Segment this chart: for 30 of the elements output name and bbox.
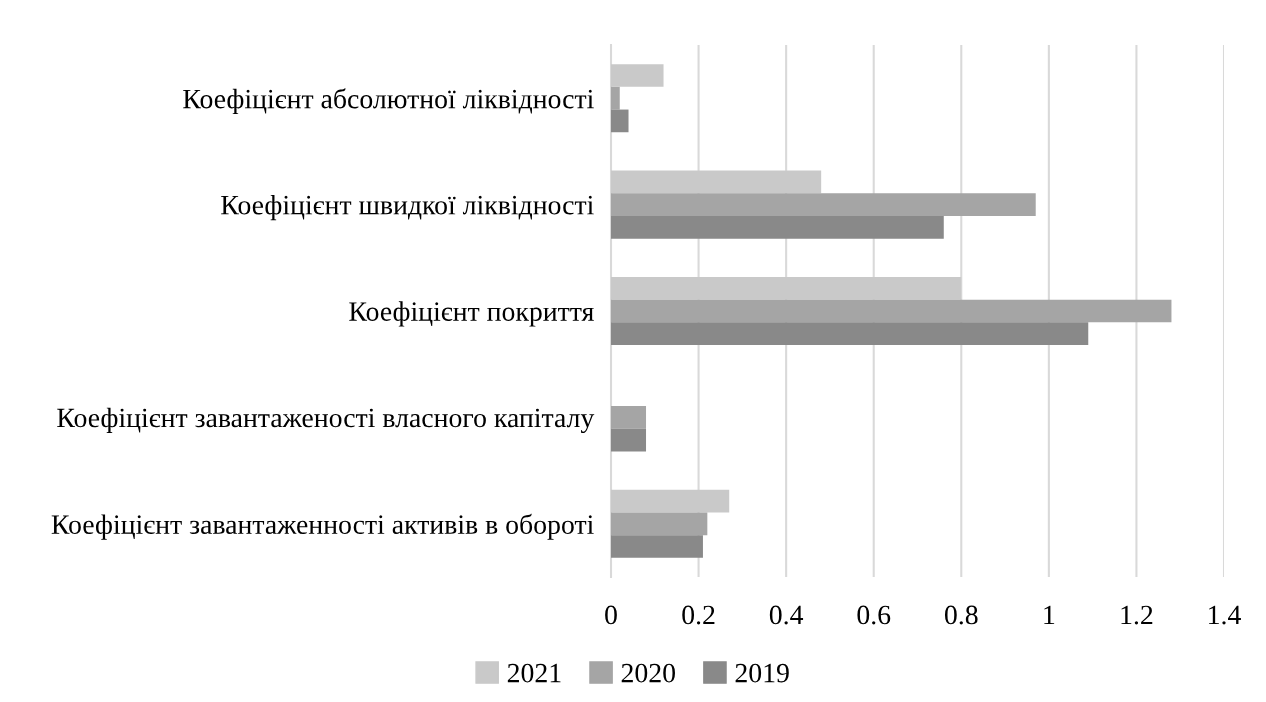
x-tick-label: 0.4: [769, 605, 804, 625]
bar: [611, 428, 647, 452]
bar: [611, 86, 620, 110]
bar: [611, 109, 629, 133]
y-tick-label: Коефіцієнт швидкої ліквідності: [221, 194, 594, 221]
y-tick-label: Коефіцієнт абсолютної ліквідності: [183, 88, 594, 115]
bar: [611, 215, 944, 239]
legend-label: 2021: [507, 663, 561, 683]
x-tick-label: 0.8: [944, 605, 978, 625]
x-tick-label: 0: [605, 605, 617, 625]
bar: [611, 64, 664, 87]
bar: [611, 193, 1036, 216]
x-tick-label: 0.2: [682, 605, 715, 625]
x-tick-label: 1.4: [1209, 605, 1241, 625]
bar: [611, 170, 822, 194]
y-tick-label: Коефіцієнт покриття: [349, 301, 594, 327]
x-tick-label: 1.2: [1121, 605, 1153, 625]
bar: [611, 276, 962, 300]
bar: [611, 535, 703, 558]
legend-label: 2020: [621, 663, 675, 683]
x-tick-label: 0.6: [857, 605, 891, 625]
x-tick-label: 1: [1044, 605, 1055, 625]
bar: [611, 406, 647, 429]
bar: [611, 489, 730, 513]
legend-label: 2019: [735, 663, 789, 683]
y-tick-label: Коефіцієнт завантаженості власного капіталу: [57, 407, 595, 434]
y-tick-label: Коефіцієнт завантаженності активів в обороті: [51, 513, 594, 540]
bar: [611, 322, 1089, 346]
bar: [611, 512, 708, 536]
bar: [611, 299, 1172, 323]
